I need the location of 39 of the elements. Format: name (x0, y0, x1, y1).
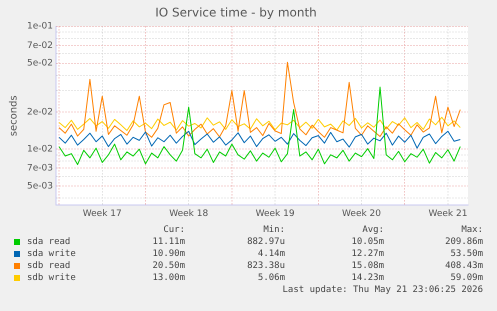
text: 5.06m (258, 273, 285, 283)
legend-label: sdb write (27, 273, 76, 283)
y-tick-label: 2e-02 (26, 108, 53, 118)
chart-title: IO Service time - by month (155, 5, 317, 20)
text: Min: (263, 225, 285, 235)
y-tick-label: 1e-01 (26, 22, 53, 32)
text: 53.50m (450, 249, 483, 259)
y-tick-label: 5e-03 (26, 182, 53, 192)
x-tick-label: Week 17 (82, 208, 122, 219)
text: 823.38u (247, 261, 285, 271)
x-tick-label: Week 18 (169, 208, 208, 219)
legend-label: sdb read (27, 261, 70, 271)
legend-label: sda write (27, 249, 76, 259)
text: Max: (461, 225, 483, 235)
text: Avg: (362, 225, 384, 235)
text: 15.08m (351, 261, 384, 271)
y-tick-label: 7e-02 (26, 40, 53, 51)
legend-label: sda read (27, 237, 70, 247)
text: 209.86m (445, 237, 483, 247)
text: 882.97u (247, 237, 285, 247)
text: 59.09m (450, 273, 483, 283)
y-tick-label: 1e-02 (26, 144, 53, 155)
text: 11.11m (152, 237, 185, 247)
x-tick-label: Week 21 (428, 208, 468, 219)
text: Cur: (163, 225, 185, 235)
y-axis-title: seconds (8, 95, 20, 136)
text: 12.27m (351, 249, 384, 259)
text: Last update: Thu May 21 23:06:25 2026 (282, 285, 483, 295)
x-tick-label: Week 20 (342, 208, 382, 219)
text: 14.23m (351, 273, 384, 283)
text: 10.05m (351, 237, 384, 247)
y-tick-label: 5e-02 (26, 58, 53, 69)
x-tick-label: Week 19 (256, 208, 295, 219)
text: 13.00m (152, 273, 185, 283)
text: 10.90m (152, 249, 185, 259)
y-tick-label: 7e-03 (26, 164, 53, 174)
text: 20.50m (152, 261, 185, 271)
text: 4.14m (258, 249, 285, 259)
text: 408.43m (445, 261, 483, 271)
